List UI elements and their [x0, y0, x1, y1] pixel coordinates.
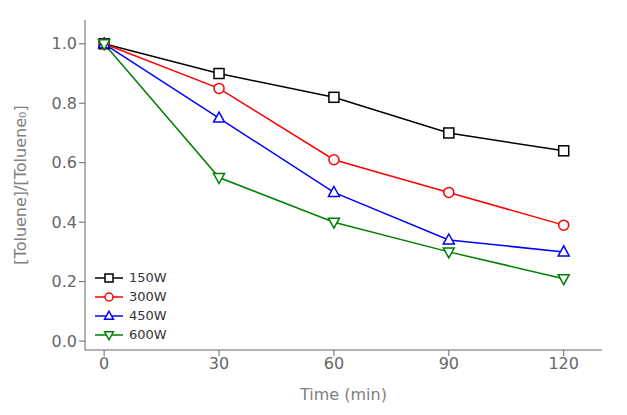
svg-text:0.2: 0.2 — [52, 272, 77, 291]
svg-text:0.4: 0.4 — [52, 213, 77, 232]
html-text:450W: 450W — [129, 308, 167, 323]
svg-text:60: 60 — [324, 354, 344, 373]
svg-text:120: 120 — [548, 354, 579, 373]
svg-text:90: 90 — [439, 354, 459, 373]
html-text:150W: 150W — [129, 270, 167, 285]
svg-text:1.0: 1.0 — [52, 34, 77, 53]
svg-text:[Toluene]/[Toluene₀]: [Toluene]/[Toluene₀] — [11, 105, 30, 264]
html-text:300W: 300W — [129, 289, 167, 304]
svg-text:0.0: 0.0 — [52, 332, 77, 351]
html-text:600W: 600W — [129, 327, 167, 342]
svg-text:0.6: 0.6 — [52, 153, 77, 172]
svg-text:0.8: 0.8 — [52, 94, 77, 113]
svg-text:Time (min): Time (min) — [299, 385, 387, 404]
svg-text:30: 30 — [209, 354, 229, 373]
svg-text:0: 0 — [99, 354, 109, 373]
